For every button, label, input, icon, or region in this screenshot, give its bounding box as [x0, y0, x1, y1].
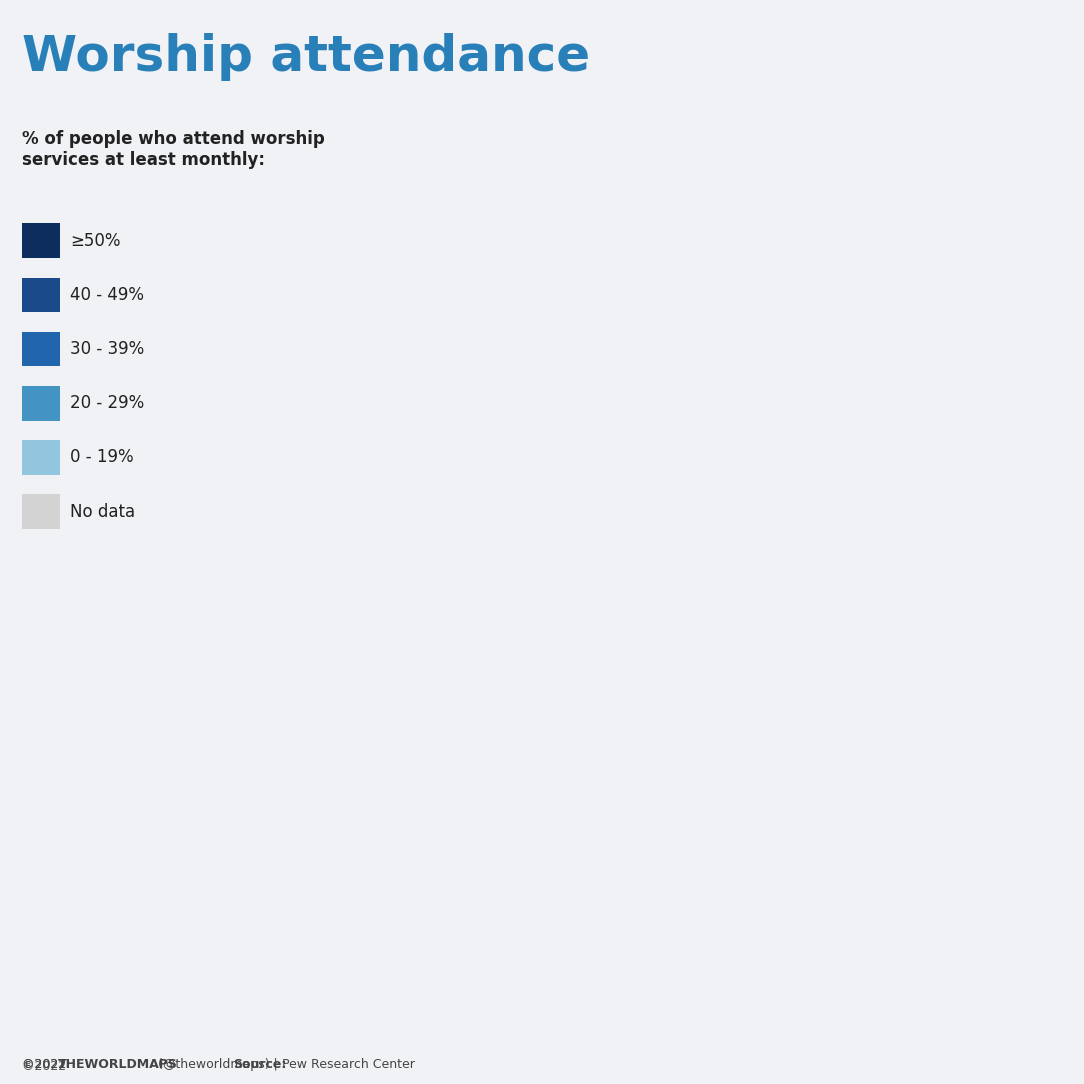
Text: % of people who attend worship
services at least monthly:: % of people who attend worship services …: [22, 130, 324, 169]
Text: 0 - 19%: 0 - 19%: [70, 449, 134, 466]
Text: ©2022: ©2022: [22, 1058, 69, 1071]
Text: (@theworldmaps) |: (@theworldmaps) |: [154, 1058, 282, 1071]
Text: ≥50%: ≥50%: [70, 232, 121, 249]
Bar: [22, 278, 60, 312]
Text: 30 - 39%: 30 - 39%: [70, 340, 144, 358]
Text: 20 - 29%: 20 - 29%: [70, 395, 144, 412]
Text: 40 - 49%: 40 - 49%: [70, 286, 144, 304]
Text: Worship attendance: Worship attendance: [22, 33, 590, 80]
Bar: [22, 386, 60, 421]
Text: Source:: Source:: [233, 1058, 286, 1071]
Bar: [22, 440, 60, 475]
Bar: [22, 223, 60, 258]
Text: ©2022: ©2022: [22, 1060, 69, 1073]
Bar: [22, 332, 60, 366]
Text: ©2022: ©2022: [22, 1058, 69, 1071]
Text: No data: No data: [70, 503, 136, 520]
Text: THEWORLDMAPS: THEWORLDMAPS: [57, 1058, 178, 1071]
Bar: [22, 494, 60, 529]
Text: Pew Research Center: Pew Research Center: [274, 1058, 415, 1071]
